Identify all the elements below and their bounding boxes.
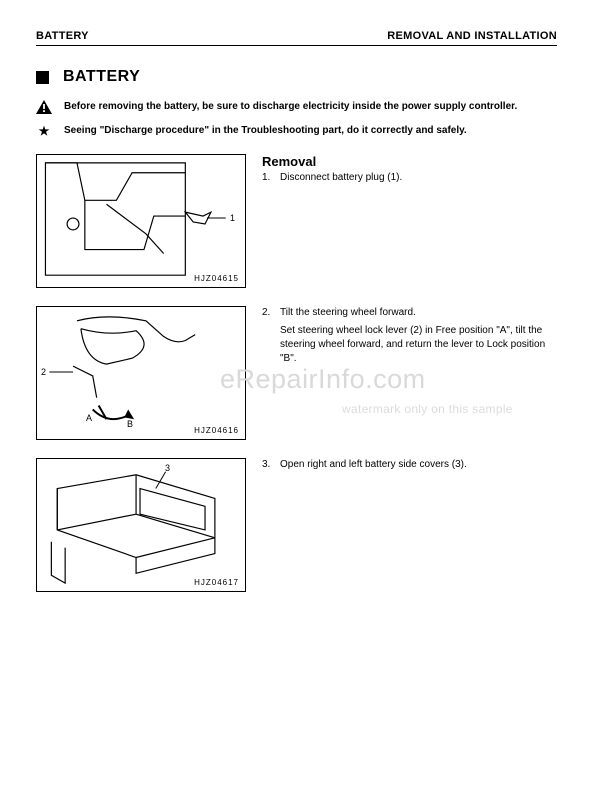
figure-1-drawing [37,155,245,287]
figure-1-code: HJZ04615 [194,274,239,283]
callout-B: B [127,419,133,429]
callout-2: 2 [41,367,46,377]
figure-3: 3 HJZ04617 [36,458,246,592]
page-header: BATTERY REMOVAL AND INSTALLATION [36,30,557,42]
step-block-1: 1 HJZ04615 Removal 1. Disconnect battery… [36,154,557,288]
step-3-num: 3. [262,458,280,472]
warning-text: Before removing the battery, be sure to … [64,100,517,114]
callout-3: 3 [165,463,170,473]
header-right: REMOVAL AND INSTALLATION [387,30,557,42]
section-title: BATTERY [63,68,140,86]
figure-3-drawing [37,459,245,591]
callout-A: A [86,413,92,423]
step-1-text: Disconnect battery plug (1). [280,171,557,185]
step-block-2: 2 A B HJZ04616 2. Tilt the steering whee… [36,306,557,440]
header-left: BATTERY [36,30,89,42]
step-2-line: 2. Tilt the steering wheel forward. [262,306,557,320]
step-3-text: Open right and left battery side covers … [280,458,557,472]
figure-2-code: HJZ04616 [194,426,239,435]
star-note-row: ★ Seeing "Discharge procedure" in the Tr… [36,124,557,138]
figure-1: 1 HJZ04615 [36,154,246,288]
step-1-num: 1. [262,171,280,185]
step-1-line: 1. Disconnect battery plug (1). [262,171,557,185]
step-2-sub: Set steering wheel lock lever (2) in Fre… [262,324,557,366]
step-1-text-col: Removal 1. Disconnect battery plug (1). [246,154,557,288]
step-block-3: 3 HJZ04617 3. Open right and left batter… [36,458,557,592]
callout-1: 1 [230,213,235,223]
step-3-line: 3. Open right and left battery side cove… [262,458,557,472]
step-2-text-col: 2. Tilt the steering wheel forward. Set … [246,306,557,440]
warning-row: Before removing the battery, be sure to … [36,100,557,114]
section-title-row: BATTERY [36,68,557,86]
removal-heading: Removal [262,154,557,169]
star-note-text: Seeing "Discharge procedure" in the Trou… [64,124,467,138]
figure-3-code: HJZ04617 [194,578,239,587]
step-2-num: 2. [262,306,280,320]
square-bullet-icon [36,71,49,84]
figure-2: 2 A B HJZ04616 [36,306,246,440]
warning-triangle-icon [36,100,52,114]
star-icon: ★ [36,124,52,138]
figure-2-drawing [37,307,245,439]
header-rule [36,45,557,46]
step-3-text-col: 3. Open right and left battery side cove… [246,458,557,592]
step-2-text: Tilt the steering wheel forward. [280,306,557,320]
